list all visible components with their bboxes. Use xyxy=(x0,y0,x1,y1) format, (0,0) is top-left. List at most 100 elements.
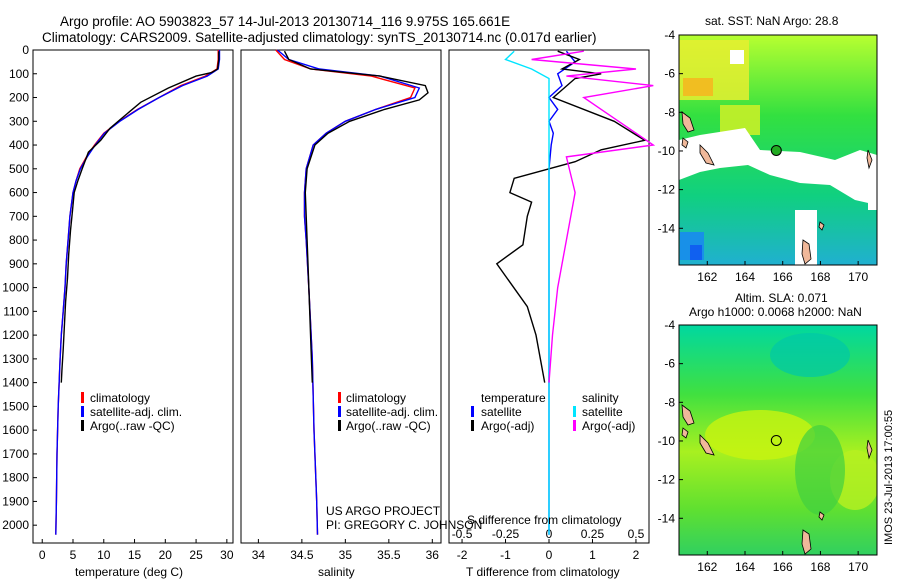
y-tick-label: 600 xyxy=(9,186,29,200)
x-tick-label: 0 xyxy=(39,548,46,562)
legend-label-temperature-satellite: satellite xyxy=(481,405,522,419)
salinity-difference-label: S difference from climatology xyxy=(467,513,622,527)
island-coastline xyxy=(681,111,873,265)
sla-low-patch xyxy=(795,425,845,515)
sst-latitude-ticks: -4 -6 -8 -10 -12 -14 xyxy=(658,28,683,235)
longitude-tick-label: 170 xyxy=(848,270,868,284)
temperature-axis-ticks: 0 5 10 15 20 25 30 xyxy=(39,539,234,562)
latitude-tick-label: -10 xyxy=(658,144,676,158)
salinity-tick-label: 0.5 xyxy=(628,527,645,541)
legend-label-satellite: satellite-adj. clim. xyxy=(90,405,182,419)
longitude-tick-label: 164 xyxy=(735,560,755,574)
temperature-plot-frame xyxy=(32,49,234,544)
latitude-tick-label: -8 xyxy=(664,105,675,119)
x-tick-label: 35.5 xyxy=(377,548,401,562)
salinity-panel: 34 34.5 35 35.5 36 salinity climatology sate… xyxy=(240,49,482,579)
temperature-legend: climatology satellite-adj. clim. Argo(..… xyxy=(81,391,182,433)
y-tick-label: 1800 xyxy=(2,471,29,485)
longitude-tick-label: 168 xyxy=(810,560,830,574)
legend-label-salinity-argo: Argo(-adj) xyxy=(582,419,635,433)
legend-swatch-salinity-satellite xyxy=(573,406,576,417)
sst-missing-data-block xyxy=(868,175,877,210)
x-tick-label: 34.5 xyxy=(290,548,314,562)
sst-missing-data-block xyxy=(795,210,817,265)
y-tick-label: 1700 xyxy=(2,447,29,461)
y-tick-label: 400 xyxy=(9,138,29,152)
x-tick-label: 20 xyxy=(159,548,173,562)
sla-map-frame xyxy=(678,324,878,556)
temperature-panel: 0100200300400500600700800900100011001200… xyxy=(2,43,234,579)
salinity-legend: climatology satellite-adj. clim. Argo(..… xyxy=(338,391,438,433)
legend-label-climatology: climatology xyxy=(90,391,150,405)
x-tick-label: -1 xyxy=(500,548,511,562)
salinity-tick-label: -0.5 xyxy=(452,527,473,541)
salinity-tick-label: 0.25 xyxy=(581,527,605,541)
sst-missing-data-band xyxy=(679,128,877,205)
legend-swatch-climatology xyxy=(81,392,84,403)
latitude-tick-label: -6 xyxy=(664,67,675,81)
y-tick-label: 300 xyxy=(9,114,29,128)
y-tick-label: 2000 xyxy=(2,518,29,532)
legend-title-salinity: salinity xyxy=(582,391,619,405)
legend-swatch-temperature-satellite xyxy=(471,406,474,417)
longitude-tick-label: 166 xyxy=(773,560,793,574)
y-tick-label: 200 xyxy=(9,91,29,105)
longitude-tick-label: 164 xyxy=(735,270,755,284)
y-tick-label: 1900 xyxy=(2,494,29,508)
legend-swatch-argo xyxy=(81,420,84,431)
series-line xyxy=(504,50,550,535)
figure-title-line1: Argo profile: AO 5903823_57 14-Jul-2013 … xyxy=(60,14,510,29)
series-line xyxy=(548,50,577,535)
x-tick-label: 0 xyxy=(546,548,553,562)
legend-swatch-salinity-argo xyxy=(573,420,576,431)
latitude-tick-label: -6 xyxy=(664,357,675,371)
latitude-tick-label: -4 xyxy=(664,318,675,332)
x-tick-label: 2 xyxy=(633,548,640,562)
y-tick-label: 1600 xyxy=(2,423,29,437)
depth-axis-ticks: 0 100 200 300 400 500 600 700 800 900 1000 1100 1200… xyxy=(2,43,37,532)
series-line xyxy=(495,50,647,383)
series-line xyxy=(60,51,220,383)
sst-map-panel: sat. SST: NaN Argo: 28.8 162 164 166 168 170… xyxy=(658,14,878,284)
temperature-series-lines xyxy=(55,50,221,535)
legend-swatch-argo xyxy=(338,420,341,431)
principal-investigator: PI: GREGORY C. JOHNSON xyxy=(326,518,482,532)
latitude-tick-label: -12 xyxy=(658,183,676,197)
difference-series-lines xyxy=(495,50,656,535)
y-tick-label: 800 xyxy=(9,233,29,247)
salinity-tick-label: -0.25 xyxy=(492,527,520,541)
sst-warm-patch xyxy=(683,78,713,96)
y-tick-label: 1500 xyxy=(2,399,29,413)
series-line xyxy=(55,50,221,535)
argo-location-marker xyxy=(770,434,782,446)
generation-stamp: IMOS 23-Jul-2013 17:00:55 xyxy=(883,410,895,545)
y-tick-label: 700 xyxy=(9,209,29,223)
x-tick-label: -2 xyxy=(457,548,468,562)
difference-legend: temperature satellite Argo(-adj) salinit… xyxy=(471,391,635,433)
x-tick-label: 1 xyxy=(589,548,596,562)
sla-high-patch xyxy=(705,410,815,460)
sla-longitude-ticks: 162 164 166 168 170 xyxy=(697,551,868,574)
sla-latitude-ticks: -4 -6 -8 -10 -12 -14 xyxy=(658,318,683,525)
sst-map-field xyxy=(679,35,877,265)
series-line xyxy=(531,50,656,383)
salinity-axis-label: salinity xyxy=(318,565,355,579)
sst-longitude-ticks: 162 164 166 168 170 xyxy=(697,261,868,284)
x-tick-label: 34 xyxy=(252,548,266,562)
latitude-tick-label: -14 xyxy=(658,511,676,525)
salinity-series-lines xyxy=(275,49,429,535)
legend-label-argo: Argo(..raw -QC) xyxy=(346,419,431,433)
series-line xyxy=(283,50,429,383)
latitude-tick-label: -14 xyxy=(658,221,676,235)
longitude-tick-label: 168 xyxy=(810,270,830,284)
difference-axis-ticks: -2 -1 0 1 2-0.5 -0.25 0 0.25 0.5 xyxy=(452,527,645,562)
legend-swatch-temperature-argo xyxy=(471,420,474,431)
latitude-tick-label: -4 xyxy=(664,28,675,42)
sst-map-title: sat. SST: NaN Argo: 28.8 xyxy=(705,14,839,28)
y-tick-label: 900 xyxy=(9,257,29,271)
y-tick-label: 100 xyxy=(9,67,29,81)
temperature-difference-label: T difference from climatology xyxy=(466,565,620,579)
x-tick-label: 5 xyxy=(70,548,77,562)
y-tick-label: 1100 xyxy=(3,304,29,318)
